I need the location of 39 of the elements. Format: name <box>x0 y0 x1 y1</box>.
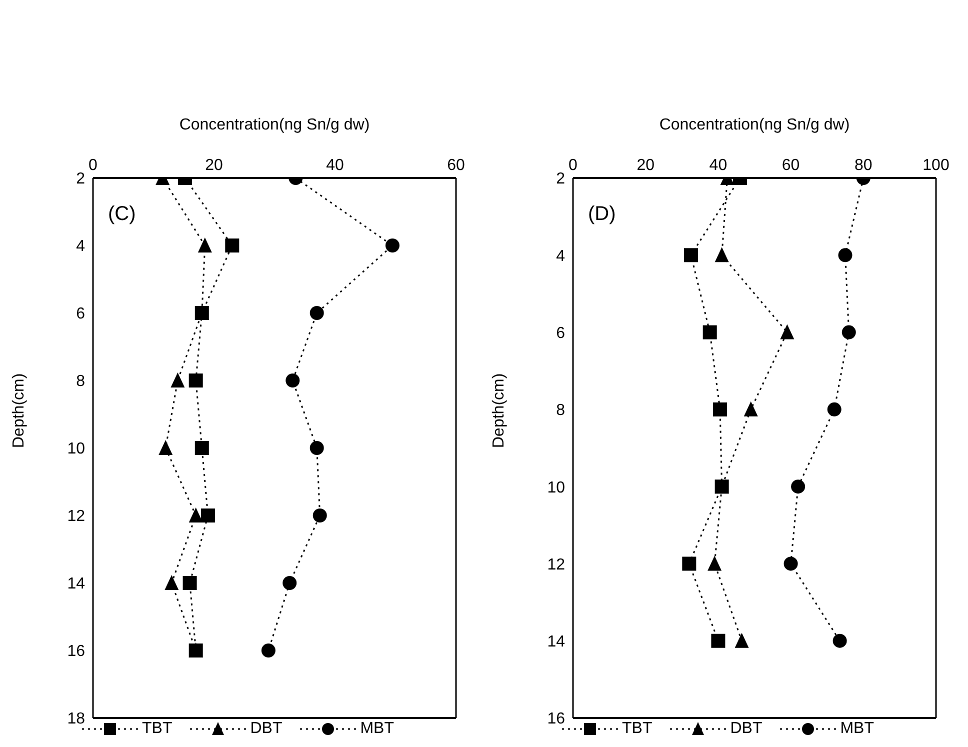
y-tick-label: 2 <box>76 170 86 188</box>
y-tick-label: 6 <box>76 306 86 323</box>
y-tick-label: 8 <box>556 402 566 420</box>
y-tick-label: 10 <box>67 440 86 458</box>
y-tick-label: 12 <box>67 508 86 526</box>
y-tick-label: 18 <box>67 710 86 728</box>
x-tick-label: 40 <box>709 157 728 174</box>
x-tick-label: 20 <box>636 157 655 174</box>
x-tick-label: 40 <box>326 157 344 174</box>
x-axis-title: Concentration(ng Sn/g dw) <box>659 116 850 134</box>
legend-label: DBT <box>730 720 762 738</box>
x-tick-label: 60 <box>447 157 465 174</box>
y-tick-label: 4 <box>76 238 86 256</box>
y-tick-label: 10 <box>547 479 566 496</box>
legend-label: TBT <box>622 720 652 738</box>
x-axis-title: Concentration(ng Sn/g dw) <box>179 116 370 134</box>
y-tick-label: 2 <box>556 170 566 188</box>
y-tick-label: 12 <box>547 556 566 574</box>
legend-label: TBT <box>142 720 172 738</box>
y-tick-label: 8 <box>76 373 86 390</box>
annotation: (D) <box>588 203 616 226</box>
x-tick-label: 0 <box>568 157 578 174</box>
y-tick-label: 16 <box>547 710 566 728</box>
legend-label: MBT <box>840 720 874 738</box>
x-tick-label: 20 <box>205 157 223 174</box>
y-tick-label: 14 <box>547 634 566 651</box>
x-tick-label: 100 <box>922 157 950 174</box>
legend-label: DBT <box>250 720 282 738</box>
x-tick-label: 80 <box>854 157 872 174</box>
legend-label: MBT <box>360 720 394 738</box>
annotation: (C) <box>108 203 136 226</box>
y-tick-label: 16 <box>67 643 86 660</box>
y-tick-label: 14 <box>67 576 86 593</box>
y-axis-title: Depth(cm) <box>10 373 28 448</box>
x-tick-label: 0 <box>88 157 98 174</box>
y-tick-label: 6 <box>556 324 566 342</box>
y-tick-label: 4 <box>556 248 566 265</box>
x-tick-label: 60 <box>782 157 800 174</box>
y-axis-title: Depth(cm) <box>490 373 508 448</box>
